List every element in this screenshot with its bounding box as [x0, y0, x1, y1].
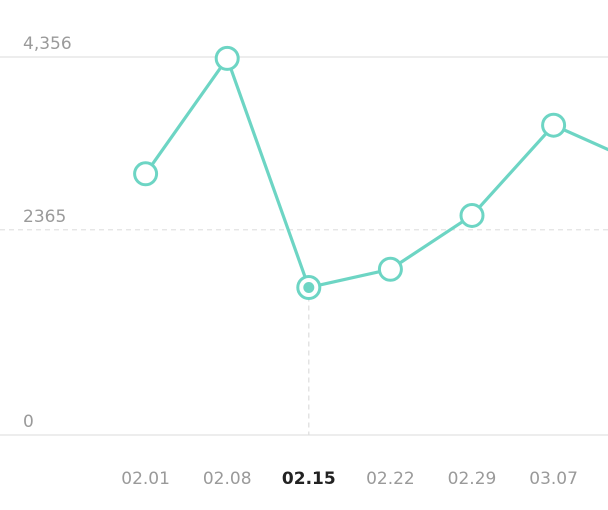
- y-tick-label: 0: [23, 412, 34, 432]
- x-tick-label[interactable]: 02.08: [203, 469, 252, 489]
- data-points: [133, 45, 567, 300]
- x-tick-label[interactable]: 02.15: [282, 469, 336, 489]
- data-point[interactable]: [214, 45, 240, 71]
- data-point[interactable]: [377, 256, 403, 282]
- series-polyline: [144, 56, 608, 290]
- data-point[interactable]: [459, 202, 485, 228]
- x-tick-label[interactable]: 02.22: [366, 469, 415, 489]
- series-line: [144, 56, 608, 290]
- x-tick-label[interactable]: 02.01: [121, 469, 170, 489]
- data-point-selected-dot: [303, 281, 315, 293]
- grid-lines: [0, 56, 608, 436]
- y-tick-label: 4,356: [23, 34, 72, 54]
- data-point[interactable]: [133, 161, 159, 187]
- x-axis-ticks: 02.01 02.08 02.15 02.22 02.29 03.07: [121, 469, 578, 489]
- y-tick-label: 2365: [23, 207, 66, 227]
- y-axis-ticks: 0 2365 4,356: [23, 34, 72, 432]
- x-tick-label[interactable]: 03.07: [529, 469, 578, 489]
- data-point[interactable]: [541, 112, 567, 138]
- x-tick-label[interactable]: 02.29: [448, 469, 497, 489]
